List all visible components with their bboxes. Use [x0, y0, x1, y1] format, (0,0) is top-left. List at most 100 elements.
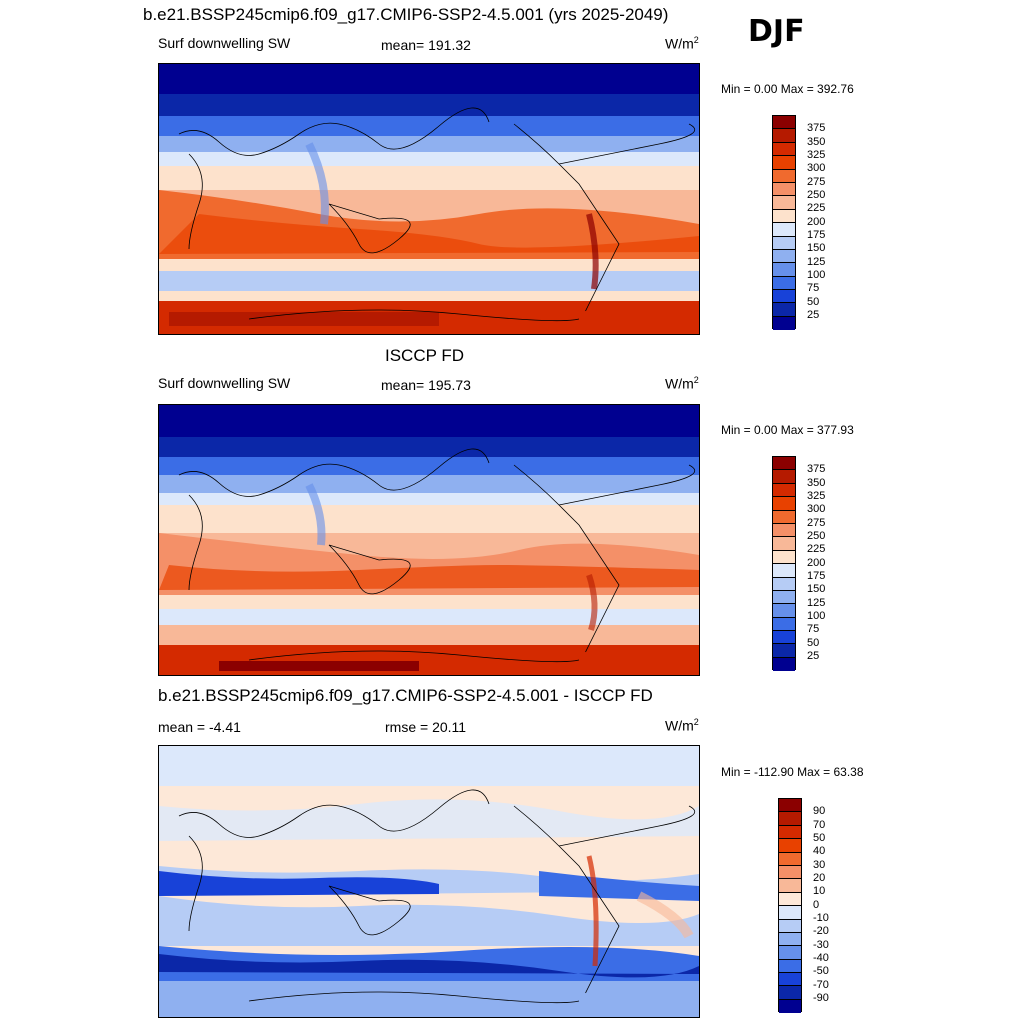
- colorbar-tick-label: -10: [813, 912, 829, 924]
- colorbar-swatch: [773, 577, 795, 591]
- min-max-label: Min = 0.00 Max = 377.93: [721, 423, 854, 437]
- colorbar-swatch: [779, 839, 801, 853]
- colorbar-swatch: [773, 196, 795, 210]
- colorbar-tick-label: 125: [807, 597, 826, 609]
- colorbar-tick-label: 125: [807, 256, 826, 268]
- units-label: W/m2: [665, 35, 699, 52]
- colorbar-swatch: [773, 316, 795, 331]
- colorbar-swatch: [779, 812, 801, 826]
- colorbar-tick-label: -50: [813, 965, 829, 977]
- colorbar-tick-label: 10: [813, 885, 826, 897]
- mean-label: mean= 195.73: [381, 377, 471, 393]
- colorbar-swatch: [773, 644, 795, 658]
- colorbar-tick-label: 0: [813, 899, 820, 911]
- colorbar-tick-label: 75: [807, 623, 820, 635]
- colorbar-tick-label: -40: [813, 952, 829, 964]
- colorbar: [772, 115, 796, 331]
- colorbar-tick-label: 50: [813, 832, 826, 844]
- colorbar-swatch: [773, 510, 795, 524]
- min-max-label: Min = -112.90 Max = 63.38: [721, 765, 864, 779]
- colorbar-tick-label: 375: [807, 463, 826, 475]
- colorbar-tick-label: 90: [813, 805, 826, 817]
- colorbar-swatch: [779, 973, 801, 987]
- units-label: W/m2: [665, 375, 699, 392]
- panel-title: b.e21.BSSP245cmip6.f09_g17.CMIP6-SSP2-4.…: [143, 5, 669, 24]
- colorbar-swatch: [773, 276, 795, 291]
- colorbar-tick-label: 250: [807, 189, 826, 201]
- colorbar-tick-label: 20: [813, 872, 826, 884]
- colorbar-swatch: [773, 550, 795, 565]
- min-max-label: Min = 0.00 Max = 392.76: [721, 82, 854, 96]
- variable-label: Surf downwelling SW: [158, 35, 291, 51]
- units-text: W/m: [665, 717, 694, 734]
- colorbar-swatch: [779, 986, 801, 1000]
- units-text: W/m: [665, 375, 694, 392]
- colorbar-tick-label: -20: [813, 925, 829, 937]
- colorbar-tick-label: -30: [813, 939, 829, 951]
- colorbar-tick-label: 325: [807, 490, 826, 502]
- colorbar-swatch: [779, 852, 801, 866]
- colorbar-tick-label: 200: [807, 557, 826, 569]
- colorbar-swatch: [773, 156, 795, 170]
- units-exponent: 2: [693, 35, 699, 45]
- colorbar-swatch: [773, 617, 795, 632]
- colorbar-tick-label: 175: [807, 570, 826, 582]
- colorbar-tick-label: 200: [807, 216, 826, 228]
- colorbar-swatch: [773, 169, 795, 183]
- map-plot: [158, 63, 700, 335]
- colorbar-swatch: [773, 470, 795, 484]
- units-exponent: 2: [693, 375, 699, 385]
- colorbar-tick-label: 50: [807, 637, 820, 649]
- units-label: W/m2: [665, 717, 699, 734]
- colorbar-tick-label: 225: [807, 202, 826, 214]
- colorbar-swatch: [779, 919, 801, 933]
- map-canvas: [159, 405, 699, 675]
- colorbar-tick-label: 300: [807, 503, 826, 515]
- colorbar-tick-label: 150: [807, 583, 826, 595]
- colorbar-swatch: [779, 906, 801, 920]
- colorbar-tick-label: 275: [807, 517, 826, 529]
- units-text: W/m: [665, 35, 694, 52]
- colorbar-tick-label: 30: [813, 859, 826, 871]
- colorbar-swatch: [773, 497, 795, 511]
- colorbar-swatch: [773, 116, 795, 130]
- colorbar-swatch: [773, 657, 795, 672]
- colorbar-swatch: [773, 590, 795, 605]
- colorbar-swatch: [773, 483, 795, 498]
- rmse-label: rmse = 20.11: [385, 719, 467, 735]
- mean-label: mean = -4.41: [158, 719, 241, 735]
- colorbar-swatch: [773, 604, 795, 618]
- panel-title: b.e21.BSSP245cmip6.f09_g17.CMIP6-SSP2-4.…: [158, 686, 653, 705]
- colorbar-tick-label: 375: [807, 122, 826, 134]
- colorbar-tick-label: -70: [813, 979, 829, 991]
- colorbar-swatch: [773, 223, 795, 237]
- map-canvas: [159, 64, 699, 334]
- colorbar-swatch: [773, 523, 795, 538]
- colorbar-swatch: [773, 142, 795, 157]
- units-exponent: 2: [693, 717, 699, 727]
- colorbar-swatch: [779, 932, 801, 947]
- colorbar-swatch: [773, 290, 795, 304]
- colorbar-tick-label: 100: [807, 610, 826, 622]
- panel-title: ISCCP FD: [385, 346, 465, 365]
- colorbar-swatch: [773, 129, 795, 143]
- colorbar-tick-label: 50: [807, 296, 820, 308]
- colorbar-swatch: [773, 457, 795, 471]
- colorbar-swatch: [773, 303, 795, 317]
- colorbar-swatch: [779, 825, 801, 840]
- colorbar-tick-label: 75: [807, 282, 820, 294]
- colorbar-tick-label: 25: [807, 650, 820, 662]
- colorbar-swatch: [779, 799, 801, 813]
- colorbar-swatch: [779, 959, 801, 974]
- colorbar-swatch: [773, 249, 795, 264]
- colorbar-swatch: [773, 209, 795, 224]
- colorbar-swatch: [773, 537, 795, 551]
- colorbar-swatch: [773, 263, 795, 277]
- colorbar-swatch: [773, 182, 795, 197]
- colorbar-tick-label: 325: [807, 149, 826, 161]
- colorbar-tick-label: 175: [807, 229, 826, 241]
- colorbar-tick-label: 25: [807, 309, 820, 321]
- colorbar-swatch: [779, 999, 801, 1014]
- map-plot: [158, 745, 700, 1018]
- colorbar-tick-label: 350: [807, 136, 826, 148]
